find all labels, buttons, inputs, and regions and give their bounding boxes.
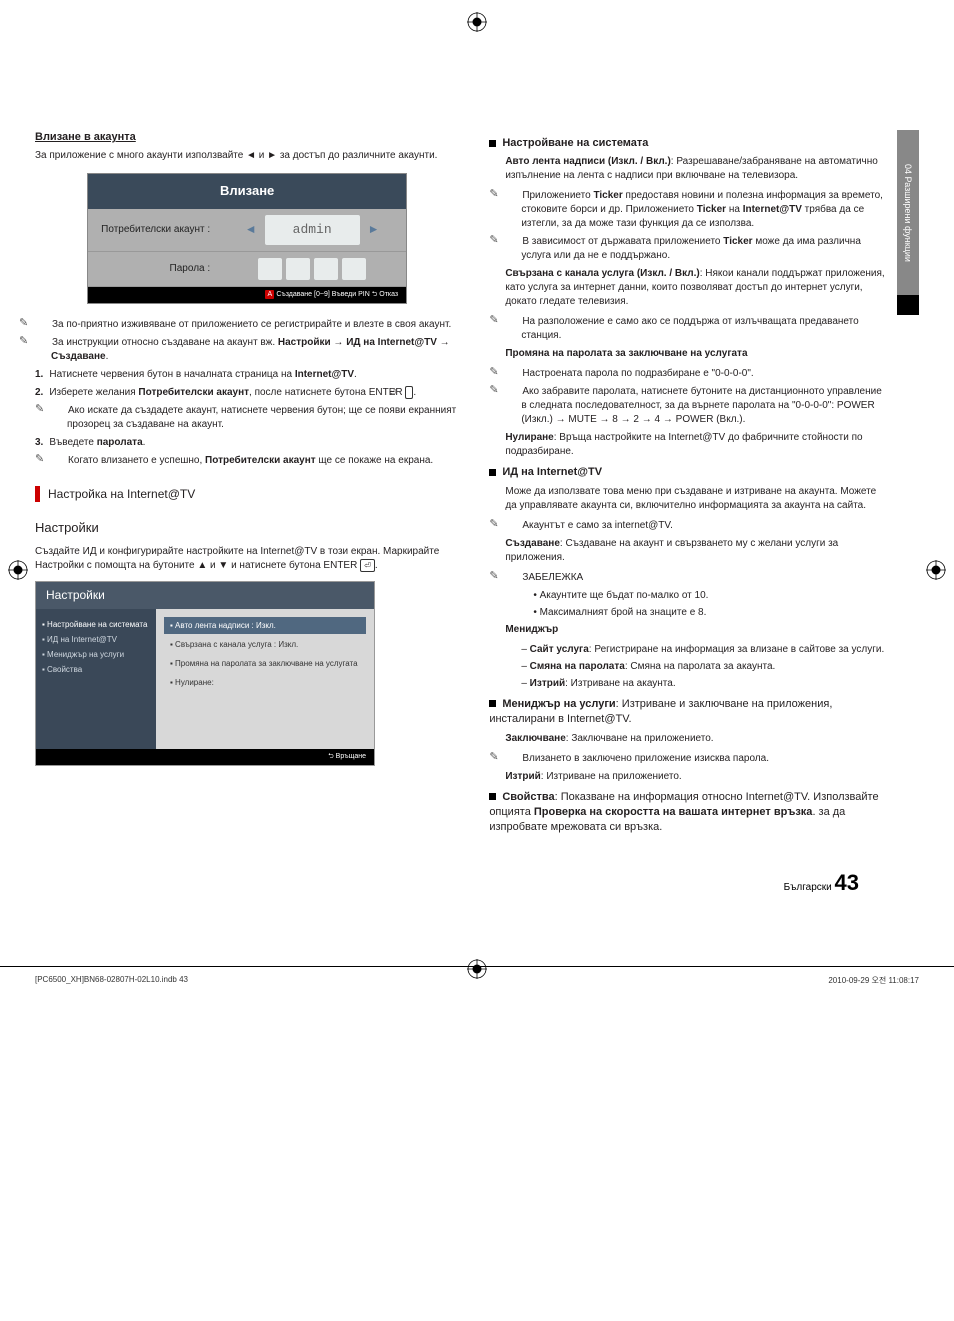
- side-tab: 04 Разширени функции: [897, 130, 919, 295]
- section-bar-title: Настройка на Internet@TV: [48, 486, 195, 503]
- settings-sidebar-item[interactable]: ▪ Свойства: [42, 662, 150, 677]
- square-bullet-icon: [489, 469, 496, 476]
- note-text: Акаунтът е само за internet@TV.: [521, 519, 885, 533]
- dash-text: – Сайт услуга: Регистриране на информаци…: [533, 643, 885, 657]
- step-3: 3.Въведете паролата.: [55, 436, 459, 450]
- registration-mark-icon: [467, 12, 487, 32]
- square-bullet-icon: [489, 793, 496, 800]
- dash-text: – Изтрий: Изтриване на акаунта.: [533, 677, 885, 691]
- note-text: Ако забравите паролата, натиснете бутони…: [521, 385, 885, 427]
- login-section-title: Влизане в акаунта: [35, 130, 459, 145]
- reset-text: Нулиране: Връща настройките на Internet@…: [505, 431, 885, 459]
- settings-row[interactable]: ▪ Свързана с канала услуга : Изкл.: [164, 636, 366, 653]
- note-icon: [505, 752, 519, 763]
- arrow-left-icon[interactable]: ◄: [245, 221, 257, 238]
- note-text: Когато влизането е успешно, Потребителск…: [67, 454, 459, 468]
- note-text: В зависимост от държавата приложението T…: [521, 235, 885, 263]
- note-text: За инструкции относно създаване на акаун…: [51, 336, 459, 364]
- password-change-title: Промяна на паролата за заключване на усл…: [505, 347, 885, 361]
- settings-row[interactable]: ▪ Нулиране:: [164, 674, 366, 691]
- settings-sidebar-item[interactable]: ▪ Мениджър на услуги: [42, 647, 150, 662]
- service-manager-heading: Мениджър на услуги: Изтриване и заключва…: [489, 697, 885, 728]
- square-bullet-icon: [489, 700, 496, 707]
- arrow-right-icon[interactable]: ►: [368, 221, 380, 238]
- page-number: 43: [835, 870, 859, 895]
- note-text: За по-приятно изживяване от приложението…: [51, 318, 459, 332]
- note-text: Приложението Ticker предоставя новини и …: [521, 189, 885, 231]
- id-para: Може да използвате това меню при създава…: [505, 485, 885, 513]
- enter-icon: ⏎: [360, 559, 375, 572]
- delete-text: Изтрий: Изтриване на приложението.: [505, 770, 885, 784]
- note-icon: [35, 336, 49, 347]
- note-icon: [51, 404, 65, 415]
- settings-panel-header: Настройки: [36, 582, 374, 609]
- note-icon: [505, 235, 519, 246]
- settings-intro: Създайте ИД и конфигурирайте настройките…: [35, 545, 459, 573]
- square-bullet-icon: [489, 140, 496, 147]
- note-header: ЗАБЕЛЕЖКА: [521, 571, 885, 585]
- doc-timestamp: 2010-09-29 오전 11:08:17: [828, 975, 919, 986]
- note-text: Настроената парола по подразбиране е "0-…: [521, 367, 885, 381]
- lock-text: Заключване: Заключване на приложението.: [505, 732, 885, 746]
- step-2: 2.Изберете желания Потребителски акаунт,…: [55, 386, 459, 400]
- settings-heading: Настройки: [35, 519, 459, 537]
- settings-sidebar: ▪ Настройване на системата ▪ ИД на Inter…: [36, 609, 156, 749]
- note-icon: [505, 315, 519, 326]
- note-icon: [505, 367, 519, 378]
- user-account-label: Потребителски акаунт :: [88, 213, 218, 247]
- channel-bound-text: Свързана с канала услуга (Изкл. / Вкл.):…: [505, 267, 885, 309]
- note-icon: [51, 454, 65, 465]
- note-text: Влизането в заключено приложение изисква…: [521, 752, 885, 766]
- page-footer: Български 43: [35, 870, 919, 896]
- note-icon: [505, 571, 519, 582]
- enter-icon: ⏎: [405, 386, 413, 399]
- language-label: Български: [784, 882, 832, 893]
- login-intro: За приложение с много акаунти използвайт…: [35, 149, 459, 163]
- note-text: Ако искате да създадете акаунт, натиснет…: [67, 404, 459, 432]
- registration-mark-icon: [8, 560, 28, 580]
- step-1: 1.Натиснете червения бутон в началната с…: [55, 368, 459, 382]
- bullet-text: • Максималният брой на знаците е 8.: [545, 606, 885, 620]
- settings-row[interactable]: ▪ Промяна на паролата за заключване на у…: [164, 655, 366, 672]
- red-bar-icon: [35, 486, 40, 502]
- note-icon: [505, 385, 519, 396]
- manager-title: Мениджър: [505, 623, 885, 637]
- side-tab-marker: [897, 295, 919, 315]
- dash-text: – Смяна на паролата: Смяна на паролата з…: [533, 660, 885, 674]
- settings-row[interactable]: ▪ Авто лента надписи : Изкл.: [164, 617, 366, 634]
- properties-heading: Свойства: Показване на информация относн…: [489, 790, 885, 836]
- user-account-value[interactable]: admin: [265, 215, 360, 245]
- password-label: Парола :: [88, 252, 218, 286]
- note-icon: [505, 189, 519, 200]
- settings-main: ▪ Авто лента надписи : Изкл. ▪ Свързана …: [156, 609, 374, 749]
- password-field[interactable]: [258, 258, 366, 280]
- login-header: Влизане: [88, 174, 406, 208]
- settings-sidebar-item[interactable]: ▪ ИД на Internet@TV: [42, 632, 150, 647]
- system-setup-heading: Настройване на системата: [489, 136, 885, 151]
- settings-sidebar-item[interactable]: ▪ Настройване на системата: [42, 617, 150, 632]
- autoscroll-text: Авто лента надписи (Изкл. / Вкл.): Разре…: [505, 155, 885, 183]
- section-bar: Настройка на Internet@TV: [35, 486, 459, 503]
- note-icon: [35, 318, 49, 329]
- note-text: На разположение е само ако се поддържа о…: [521, 315, 885, 343]
- doc-ref: [PC6500_XH]BN68-02807H-02L10.indb 43: [35, 975, 188, 986]
- create-text: Създаване: Създаване на акаунт и свързва…: [505, 537, 885, 565]
- registration-mark-icon: [467, 959, 487, 979]
- settings-panel: Настройки ▪ Настройване на системата ▪ И…: [35, 581, 375, 766]
- settings-footer: ⮌ Връщане: [36, 749, 374, 765]
- note-icon: [505, 519, 519, 530]
- login-footer: AСъздаване [0~9] Въведи PIN ⮌ Отказ: [88, 287, 406, 303]
- registration-mark-icon: [926, 560, 946, 580]
- login-dialog: Влизане Потребителски акаунт : ◄ admin ►…: [87, 173, 407, 303]
- id-heading: ИД на Internet@TV: [489, 465, 885, 480]
- bullet-text: • Акаунтите ще бъдат по-малко от 10.: [545, 589, 885, 603]
